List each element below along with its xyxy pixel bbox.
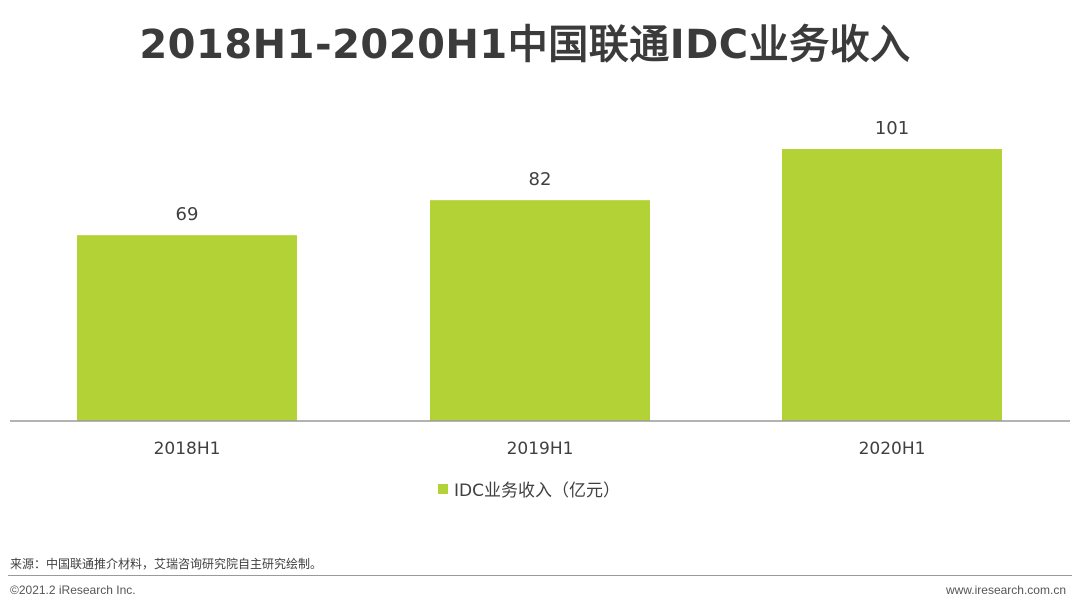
value-label-2018h1: 69 (176, 204, 199, 225)
x-tick-label-2018h1: 2018H1 (154, 439, 221, 459)
legend-swatch (438, 483, 448, 494)
chart-title: 2018H1-2020H1中国联通IDC业务收入 (139, 22, 911, 68)
bar-2020h1 (782, 149, 1002, 421)
site-url: www.iresearch.com.cn (945, 583, 1066, 597)
source-note: 来源：中国联通推介材料，艾瑞咨询研究院自主研究绘制。 (10, 557, 323, 571)
bar-2018h1 (77, 235, 297, 421)
x-tick-label-2020h1: 2020H1 (859, 439, 926, 459)
x-tick-label-2019h1: 2019H1 (507, 439, 574, 459)
value-label-2020h1: 101 (875, 118, 909, 139)
copyright-text: ©2021.2 iResearch Inc. (10, 583, 136, 597)
bars-group (77, 149, 1002, 421)
legend-label: IDC业务收入（亿元） (454, 481, 620, 501)
value-label-2019h1: 82 (529, 169, 552, 190)
bar-2019h1 (430, 200, 650, 421)
footer-divider (8, 575, 1072, 576)
legend: IDC业务收入（亿元） (438, 476, 620, 501)
value-labels-group: 69 82 101 (176, 118, 910, 225)
x-tick-labels-group: 2018H1 2019H1 2020H1 (154, 439, 926, 459)
